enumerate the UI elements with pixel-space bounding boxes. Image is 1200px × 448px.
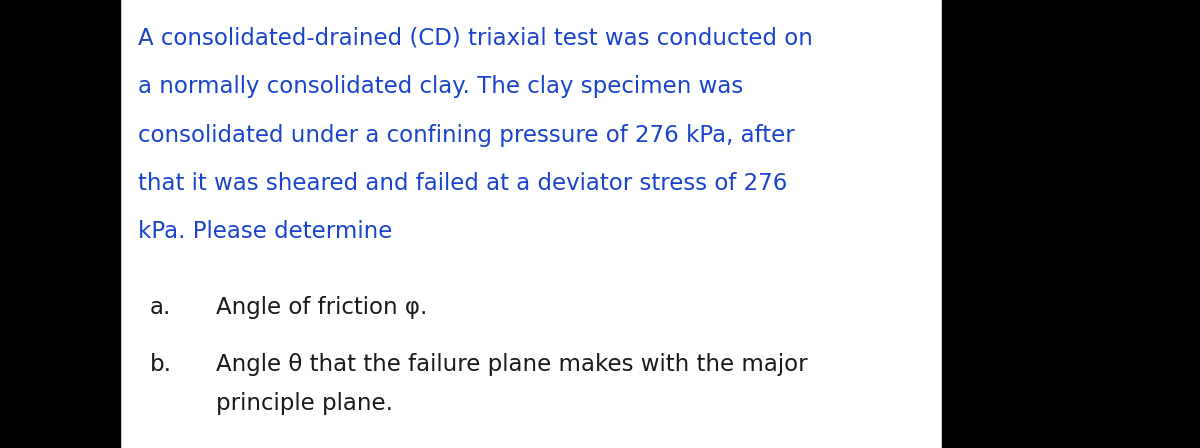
Bar xyxy=(0,0,120,448)
Bar xyxy=(942,0,1200,448)
Text: A consolidated-drained (CD) triaxial test was conducted on: A consolidated-drained (CD) triaxial tes… xyxy=(138,27,812,50)
Text: kPa. Please determine: kPa. Please determine xyxy=(138,220,392,243)
Text: a.: a. xyxy=(150,296,172,319)
Text: that it was sheared and failed at a deviator stress of 276: that it was sheared and failed at a devi… xyxy=(138,172,787,195)
Text: a normally consolidated clay. The clay specimen was: a normally consolidated clay. The clay s… xyxy=(138,75,743,98)
Text: Angle of friction φ.: Angle of friction φ. xyxy=(216,296,427,319)
Text: b.: b. xyxy=(150,353,172,376)
Text: Angle θ that the failure plane makes with the major: Angle θ that the failure plane makes wit… xyxy=(216,353,808,376)
Text: consolidated under a confining pressure of 276 kPa, after: consolidated under a confining pressure … xyxy=(138,124,794,146)
Text: principle plane.: principle plane. xyxy=(216,392,394,415)
